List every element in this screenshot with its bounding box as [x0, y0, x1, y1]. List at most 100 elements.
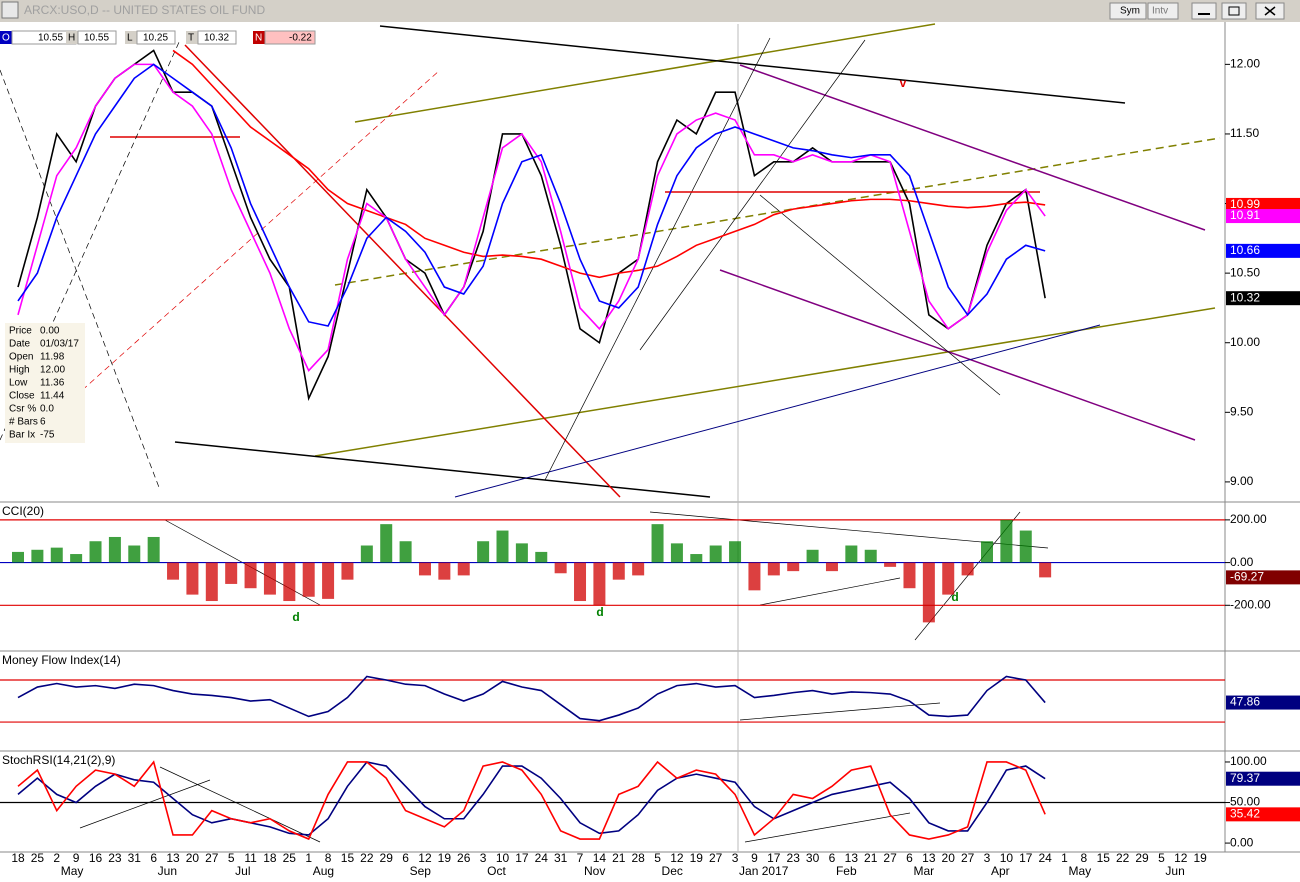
x-tick-label: 16	[89, 851, 103, 865]
x-tick-label: 30	[806, 851, 820, 865]
x-tick-label: 6	[150, 851, 157, 865]
annotation: d	[596, 605, 603, 619]
bar	[864, 549, 877, 563]
bar	[574, 562, 587, 602]
bar	[225, 562, 238, 584]
x-tick-label: 17	[767, 851, 781, 865]
trendline	[184, 44, 621, 498]
data-window-value: 6	[40, 417, 46, 428]
bar	[147, 536, 160, 563]
bar	[263, 562, 276, 595]
bar	[690, 554, 703, 563]
trendline	[379, 25, 1126, 104]
value-box	[1226, 771, 1300, 786]
value-box-label: 47.86	[1230, 695, 1260, 709]
bar	[438, 562, 451, 580]
intv-button[interactable]	[1147, 2, 1179, 20]
trendlines	[0, 23, 1221, 843]
pane-title: Money Flow Index(14)	[2, 653, 121, 667]
x-tick-label: 7	[577, 851, 584, 865]
x-tick-label: 9	[751, 851, 758, 865]
bar	[903, 562, 916, 589]
data-window-value: 12.00	[40, 365, 65, 376]
value-box-label: 10.99	[1230, 197, 1260, 211]
quote-label: H	[68, 33, 75, 44]
bar	[341, 562, 354, 580]
trendline	[639, 39, 866, 351]
bar	[12, 551, 24, 563]
month-label: Apr	[991, 864, 1010, 878]
x-tick-label: 31	[554, 851, 568, 865]
x-tick-label: 12	[418, 851, 432, 865]
x-tick-label: 9	[73, 851, 80, 865]
bar	[767, 562, 780, 576]
app-icon	[1, 1, 19, 19]
quote-label-cell	[66, 31, 78, 44]
quote-value: -0.22	[289, 33, 312, 44]
x-tick-label: 29	[1135, 851, 1149, 865]
quote-value: 10.32	[204, 33, 229, 44]
annotation: d	[292, 610, 299, 624]
data-window-label: High	[9, 365, 30, 376]
quote-label-cell	[253, 31, 265, 44]
month-label: Jun	[158, 864, 177, 878]
x-tick-label: 10	[1000, 851, 1014, 865]
value-box-label: 10.32	[1230, 290, 1260, 304]
maximize-button[interactable]	[1221, 2, 1247, 20]
quote-value: 10.55	[38, 33, 63, 44]
window-title: ARCX:USO,D -- UNITED STATES OIL FUND	[24, 3, 265, 17]
value-box-label: 10.91	[1230, 208, 1260, 222]
bar	[205, 562, 218, 602]
data-window-label: Bar Ix	[9, 430, 35, 441]
x-tick-label: 21	[864, 851, 878, 865]
trendline	[739, 64, 1206, 231]
bar	[108, 536, 121, 563]
trendline	[759, 577, 901, 606]
bar	[322, 562, 335, 599]
month-label: May	[1069, 864, 1092, 878]
bar	[922, 562, 935, 623]
trendline	[0, 69, 161, 491]
maximize-icon	[1228, 6, 1240, 16]
value-box	[1226, 209, 1300, 224]
title-bar	[0, 0, 1300, 22]
y-tick-label: -200.00	[1230, 597, 1271, 611]
sym-button[interactable]	[1109, 2, 1147, 20]
quote-label: L	[127, 33, 133, 44]
bar	[302, 562, 315, 597]
data-window-value: 0.0	[40, 404, 54, 415]
series-line	[172, 49, 1046, 279]
x-tick-label: 15	[341, 851, 355, 865]
quote-value-cell	[197, 30, 237, 45]
quote-value-cell	[264, 30, 316, 45]
bar	[360, 545, 373, 563]
x-tick-label: 24	[535, 851, 549, 865]
sym-label[interactable]: Sym	[1120, 6, 1140, 17]
trendline	[759, 194, 1001, 396]
x-tick-label: 29	[380, 851, 394, 865]
data-window-value: -75	[40, 430, 55, 441]
data-window-value: 11.44	[40, 391, 65, 402]
x-tick-label: 26	[457, 851, 471, 865]
bar	[612, 562, 625, 580]
minimize-button[interactable]	[1191, 2, 1217, 20]
intv-label[interactable]: Intv	[1152, 6, 1168, 17]
y-tick-label: 200.00	[1230, 512, 1267, 526]
bar	[787, 562, 800, 572]
data-window-value: 11.98	[40, 352, 65, 363]
bar	[651, 524, 664, 563]
bar	[244, 562, 257, 589]
quote-label: N	[255, 33, 262, 44]
series-line	[17, 63, 1046, 372]
x-tick-label: 20	[186, 851, 200, 865]
x-tick-label: 8	[325, 851, 332, 865]
value-box	[1226, 243, 1300, 258]
y-tick-label: 50.00	[1230, 795, 1260, 809]
quote-value: 10.25	[143, 33, 168, 44]
trendline	[544, 37, 771, 481]
trendline	[59, 69, 441, 411]
x-tick-label: 15	[1097, 851, 1111, 865]
x-tick-label: 27	[205, 851, 219, 865]
bar	[496, 530, 509, 563]
trendline	[454, 324, 1101, 498]
